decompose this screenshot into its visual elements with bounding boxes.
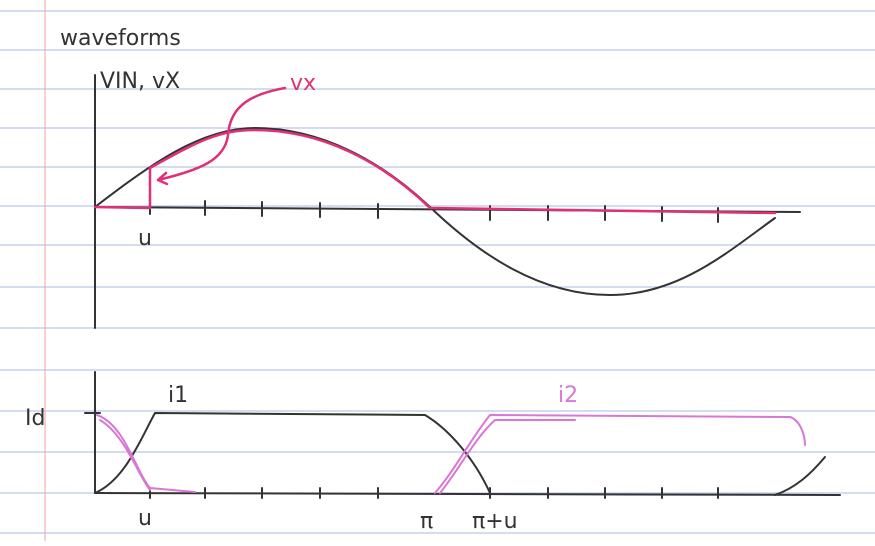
tick-label: π (420, 509, 433, 534)
bottom-axes (85, 372, 840, 498)
i1-rise (775, 457, 825, 495)
tick-label: π+u (472, 509, 518, 534)
axis-label: VIN, vX (100, 69, 180, 94)
curve-label: vx (290, 71, 316, 96)
curve-label: i1 (168, 383, 188, 408)
i2-curve (435, 415, 805, 493)
title: waveforms (60, 26, 181, 51)
tick-label: u (138, 506, 152, 531)
tick-label: u (138, 226, 152, 251)
notebook-page: waveforms VIN, vX vx u Id i1 i2 u π π+u (0, 0, 875, 541)
vx-arrow (158, 88, 285, 184)
i1-curve (95, 413, 490, 493)
axis-label: Id (25, 406, 45, 431)
vx-curve (95, 130, 775, 213)
curve-label: i2 (558, 383, 578, 408)
i1-fall (97, 415, 195, 492)
top-axes (95, 75, 800, 328)
